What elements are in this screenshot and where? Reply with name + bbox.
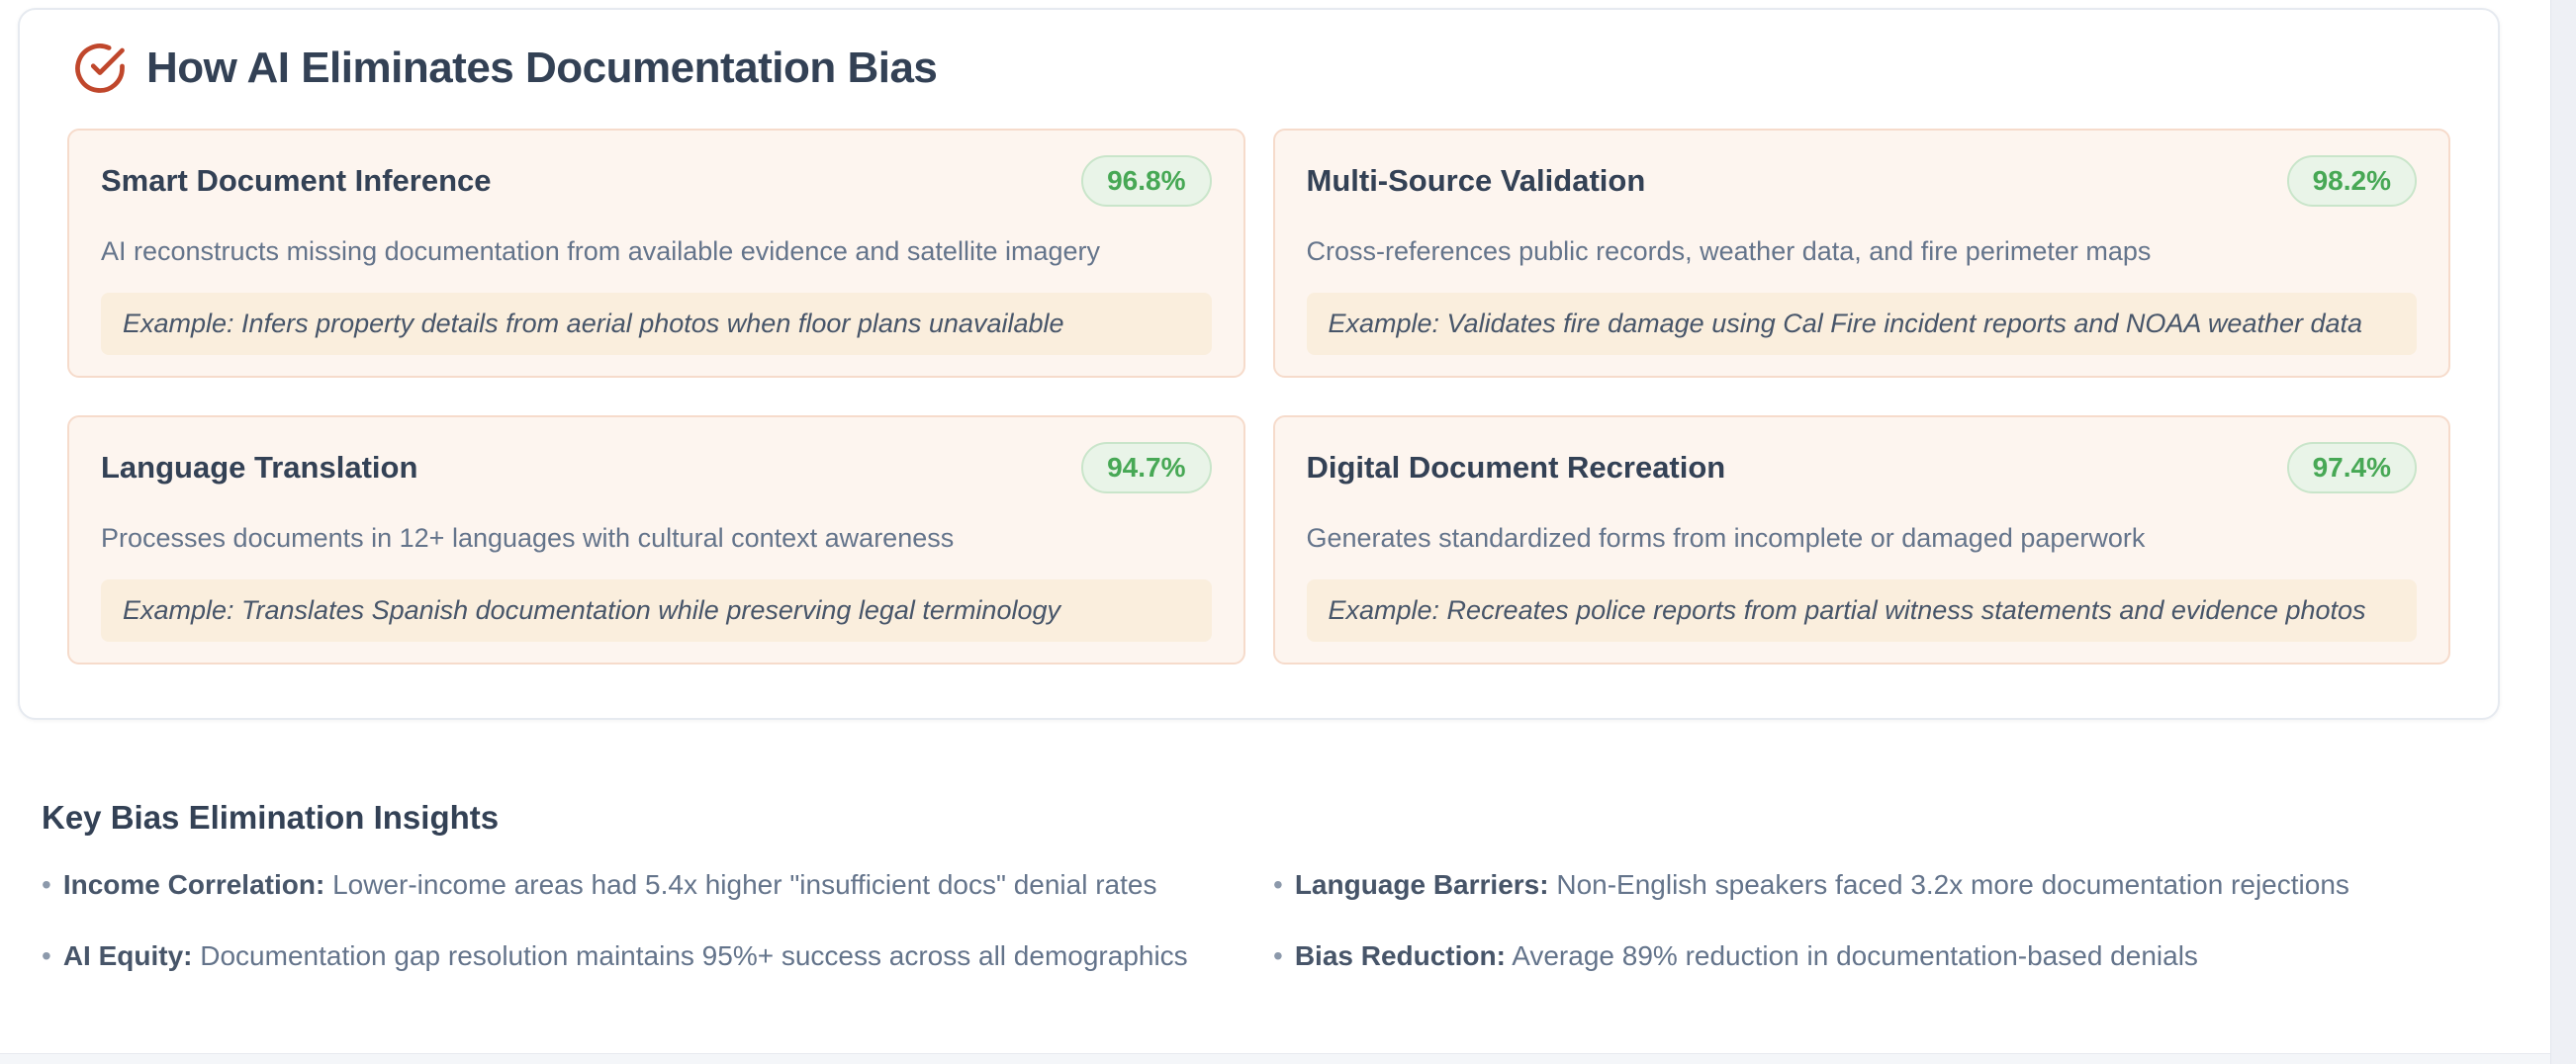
insight-language-barriers: • Language Barriers: Non-English speakers… — [1273, 868, 2534, 902]
card-title: Multi-Source Validation — [1306, 163, 1646, 198]
insight-text: Non-English speakers faced 3.2x more doc… — [1556, 869, 2349, 900]
window-edge-bottom — [0, 1053, 2550, 1064]
insight-label: AI Equity: — [62, 940, 193, 971]
example-box: Example: Validates fire damage using Cal… — [1306, 293, 2417, 355]
feature-card-grid: Smart Document Inference 96.8% AI recons… — [67, 129, 2450, 665]
card-title: Smart Document Inference — [101, 163, 492, 198]
insight-label: Income Correlation: — [62, 869, 325, 900]
bullet-dot: • — [42, 869, 51, 900]
example-box: Example: Translates Spanish documentatio… — [101, 579, 1212, 642]
accuracy-badge: 94.7% — [1081, 442, 1212, 493]
card-title: Digital Document Recreation — [1306, 450, 1726, 485]
bullet-dot: • — [42, 940, 51, 971]
check-circle-icon — [73, 42, 127, 95]
card-header: Smart Document Inference 96.8% — [101, 154, 1212, 208]
bullet-dot: • — [1273, 869, 1283, 900]
card-header: Language Translation 94.7% — [101, 441, 1212, 494]
accuracy-badge: 96.8% — [1081, 155, 1212, 207]
card-description: AI reconstructs missing documentation fr… — [101, 236, 1100, 266]
window-edge-right — [2550, 0, 2576, 1064]
insights-heading: Key Bias Elimination Insights — [42, 799, 500, 836]
feature-card-smart-document-inference: Smart Document Inference 96.8% AI recons… — [67, 129, 1245, 378]
page-title: How AI Eliminates Documentation Bias — [146, 44, 938, 92]
card-title: Language Translation — [101, 450, 418, 485]
card-description: Cross-references public records, weather… — [1306, 236, 2152, 266]
feature-card-digital-document-recreation: Digital Document Recreation 97.4% Genera… — [1272, 415, 2450, 665]
example-box: Example: Recreates police reports from p… — [1306, 579, 2417, 642]
insights-list: • Income Correlation: Lower-income areas … — [42, 868, 2534, 973]
insight-text: Average 89% reduction in documentation-b… — [1512, 940, 2198, 971]
card-description: Processes documents in 12+ languages wit… — [101, 523, 955, 553]
insight-bias-reduction: • Bias Reduction: Average 89% reduction i… — [1273, 939, 2534, 973]
insight-label: Language Barriers: — [1294, 869, 1549, 900]
ai-bias-panel: How AI Eliminates Documentation Bias Sma… — [18, 8, 2500, 720]
card-description: Generates standardized forms from incomp… — [1306, 523, 2146, 553]
key-insights-section: Key Bias Elimination Insights • Income Co… — [42, 799, 2534, 973]
accuracy-badge: 97.4% — [2286, 442, 2417, 493]
insight-text: Documentation gap resolution maintains 9… — [200, 940, 1188, 971]
insight-label: Bias Reduction: — [1294, 940, 1506, 971]
feature-card-language-translation: Language Translation 94.7% Processes doc… — [67, 415, 1245, 665]
bullet-dot: • — [1273, 940, 1283, 971]
card-header: Multi-Source Validation 98.2% — [1306, 154, 2417, 208]
card-header: Digital Document Recreation 97.4% — [1306, 441, 2417, 494]
panel-header: How AI Eliminates Documentation Bias — [73, 42, 2450, 95]
example-box: Example: Infers property details from ae… — [101, 293, 1212, 355]
insight-text: Lower-income areas had 5.4x higher "insu… — [332, 869, 1157, 900]
insight-ai-equity: • AI Equity: Documentation gap resolution… — [42, 939, 1273, 973]
feature-card-multi-source-validation: Multi-Source Validation 98.2% Cross-refe… — [1272, 129, 2450, 378]
accuracy-badge: 98.2% — [2286, 155, 2417, 207]
insight-income-correlation: • Income Correlation: Lower-income areas … — [42, 868, 1273, 902]
